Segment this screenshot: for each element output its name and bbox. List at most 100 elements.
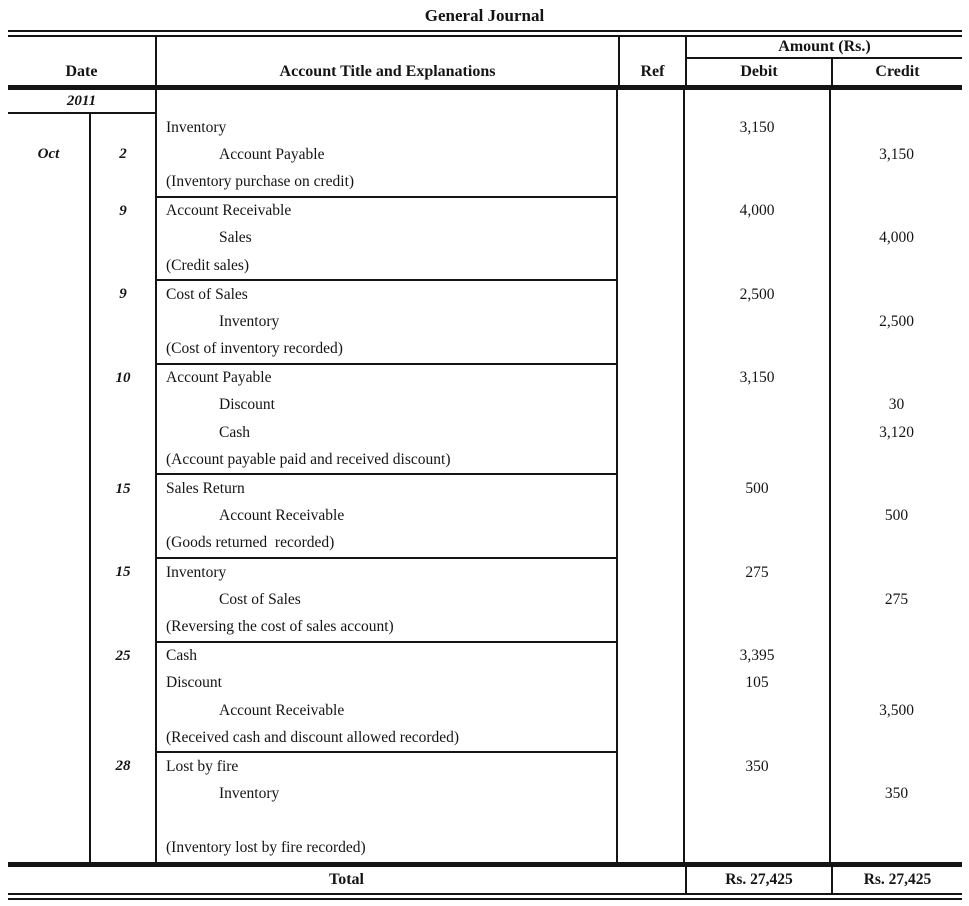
entry-account-line: Account Receivable <box>166 202 292 220</box>
year-ref-cell <box>618 90 685 114</box>
header-ref: Ref <box>618 37 685 85</box>
credit-amount <box>831 530 962 557</box>
debit-amount <box>685 141 829 168</box>
credit-amount <box>831 808 962 835</box>
credit-amount <box>831 670 962 697</box>
debit-amount: 275 <box>745 563 769 581</box>
entry-debit-cell: 2,500 <box>685 281 831 365</box>
journal-entries: Oct 2 Inventory Account Payable (Inventory p… <box>8 114 962 863</box>
journal-entry: Oct 2 Inventory Account Payable (Inventory p… <box>8 114 962 198</box>
entry-month-cell <box>8 559 91 643</box>
entry-account-line: Inventory <box>166 118 227 136</box>
entry-account-line: Cash <box>166 647 197 665</box>
day-label: 25 <box>115 647 131 664</box>
year-credit-cell <box>831 90 962 114</box>
entry-account-line: Inventory <box>219 785 280 803</box>
entry-day-cell: 9 <box>91 198 155 282</box>
total-label: Total <box>329 871 364 889</box>
entry-debit-cell: 4,000 <box>685 197 831 282</box>
journal-entry: 9 Account Receivable Sales (Credit sales) 4,… <box>8 197 962 282</box>
debit-amount <box>685 503 829 530</box>
credit-amount <box>831 475 962 502</box>
entry-credit-cell: 275 <box>831 559 962 643</box>
credit-amount <box>831 753 962 780</box>
entry-debit-cell: 3,150 <box>685 364 831 476</box>
credit-amount: 3,120 <box>879 423 914 441</box>
entry-explanation: (Account payable paid and received disco… <box>166 450 451 468</box>
entry-month-cell <box>8 753 91 863</box>
entry-month-cell <box>8 281 91 365</box>
header-debit-credit: Debit Credit <box>687 59 962 85</box>
debit-amount: 500 <box>745 480 769 498</box>
credit-amount <box>831 835 962 862</box>
credit-amount <box>831 446 962 473</box>
entry-account-line: Account Payable <box>166 369 272 387</box>
year-row: 2011 <box>8 90 962 114</box>
journal-entry: 25 Cash Discount Account Receivable (Receive… <box>8 642 962 754</box>
entry-month-cell <box>8 475 91 559</box>
entry-account-cell: Cost of Sales Inventory (Cost of inventory… <box>155 281 618 365</box>
debit-amount <box>685 781 829 808</box>
entry-account-cell: Lost by fire Inventory (Inventory lost by … <box>155 753 618 863</box>
top-double-rule <box>8 30 962 37</box>
entry-credit-cell: 4,000 <box>831 198 962 282</box>
credit-amount <box>831 365 962 392</box>
page-title: General Journal <box>424 6 545 25</box>
debit-amount <box>685 168 829 195</box>
entry-credit-cell: 30 3,120 <box>831 365 962 476</box>
entry-month-cell: Oct <box>8 114 91 198</box>
credit-amount <box>831 114 962 141</box>
credit-amount <box>831 252 962 279</box>
total-credit: Rs. 27,425 <box>831 867 962 894</box>
entry-debit-cell: 3,395 105 <box>685 642 831 754</box>
entry-credit-cell: 500 <box>831 475 962 559</box>
entry-day-cell: 9 <box>91 281 155 365</box>
debit-amount <box>685 808 829 835</box>
entry-ref-cell <box>618 197 685 282</box>
debit-amount <box>685 697 829 724</box>
entry-account-cell: Account Payable Discount Cash (Account paya… <box>155 364 618 476</box>
entry-explanation: (Reversing the cost of sales account) <box>166 617 394 635</box>
entry-day-cell: 10 <box>91 365 155 476</box>
credit-amount: 500 <box>884 507 909 525</box>
entry-account-line: Cost of Sales <box>219 590 301 608</box>
entry-day-cell: 25 <box>91 643 155 754</box>
entry-month-cell <box>8 197 91 282</box>
journal-entry: 10 Account Payable Discount Cash (Account pa… <box>8 364 962 476</box>
total-top-rule <box>8 862 962 868</box>
entry-ref-cell <box>618 114 685 198</box>
journal-entry: 15 Inventory Cost of Sales (Reversing the c… <box>8 559 962 643</box>
entry-debit-cell: 3,150 <box>685 114 831 198</box>
debit-amount <box>685 308 829 335</box>
entry-month-cell <box>8 642 91 754</box>
credit-amount: 3,500 <box>879 701 914 719</box>
month-label: Oct <box>37 146 60 163</box>
entry-explanation: (Inventory lost by fire recorded) <box>166 839 366 857</box>
credit-amount: 275 <box>884 590 909 608</box>
header-amount-group: Amount (Rs.) Debit Credit <box>685 37 962 85</box>
entry-account-line: Cash <box>219 423 250 441</box>
total-row: Total Rs. 27,425 Rs. 27,425 <box>8 867 962 894</box>
entry-account-line: Discount <box>166 674 222 692</box>
header-credit: Credit <box>831 59 962 85</box>
entry-account-line: Sales Return <box>166 480 245 498</box>
debit-amount: 2,500 <box>739 285 775 303</box>
year-account-cell <box>155 90 618 114</box>
debit-amount: 350 <box>745 757 769 775</box>
debit-amount: 105 <box>745 674 769 692</box>
credit-amount: 4,000 <box>879 229 914 247</box>
debit-amount: 3,150 <box>739 118 775 136</box>
entry-account-line: Account Payable <box>219 145 325 163</box>
entry-explanation: (Cost of inventory recorded) <box>166 340 343 358</box>
table-header: Date Account Title and Explanations Ref … <box>8 37 962 85</box>
debit-amount <box>685 724 829 751</box>
entry-ref-cell <box>618 475 685 559</box>
header-date: Date <box>65 63 98 80</box>
entry-explanation: (Inventory purchase on credit) <box>166 172 355 190</box>
journal-entry: 28 Lost by fire Inventory (Inventory lost b… <box>8 753 962 863</box>
entry-debit-cell: 500 <box>685 475 831 559</box>
bottom-double-rule <box>8 893 962 901</box>
entry-account-cell: Inventory Cost of Sales (Reversing the cos… <box>155 559 618 643</box>
entry-credit-cell: 3,150 <box>831 114 962 198</box>
total-debit: Rs. 27,425 <box>685 867 831 894</box>
